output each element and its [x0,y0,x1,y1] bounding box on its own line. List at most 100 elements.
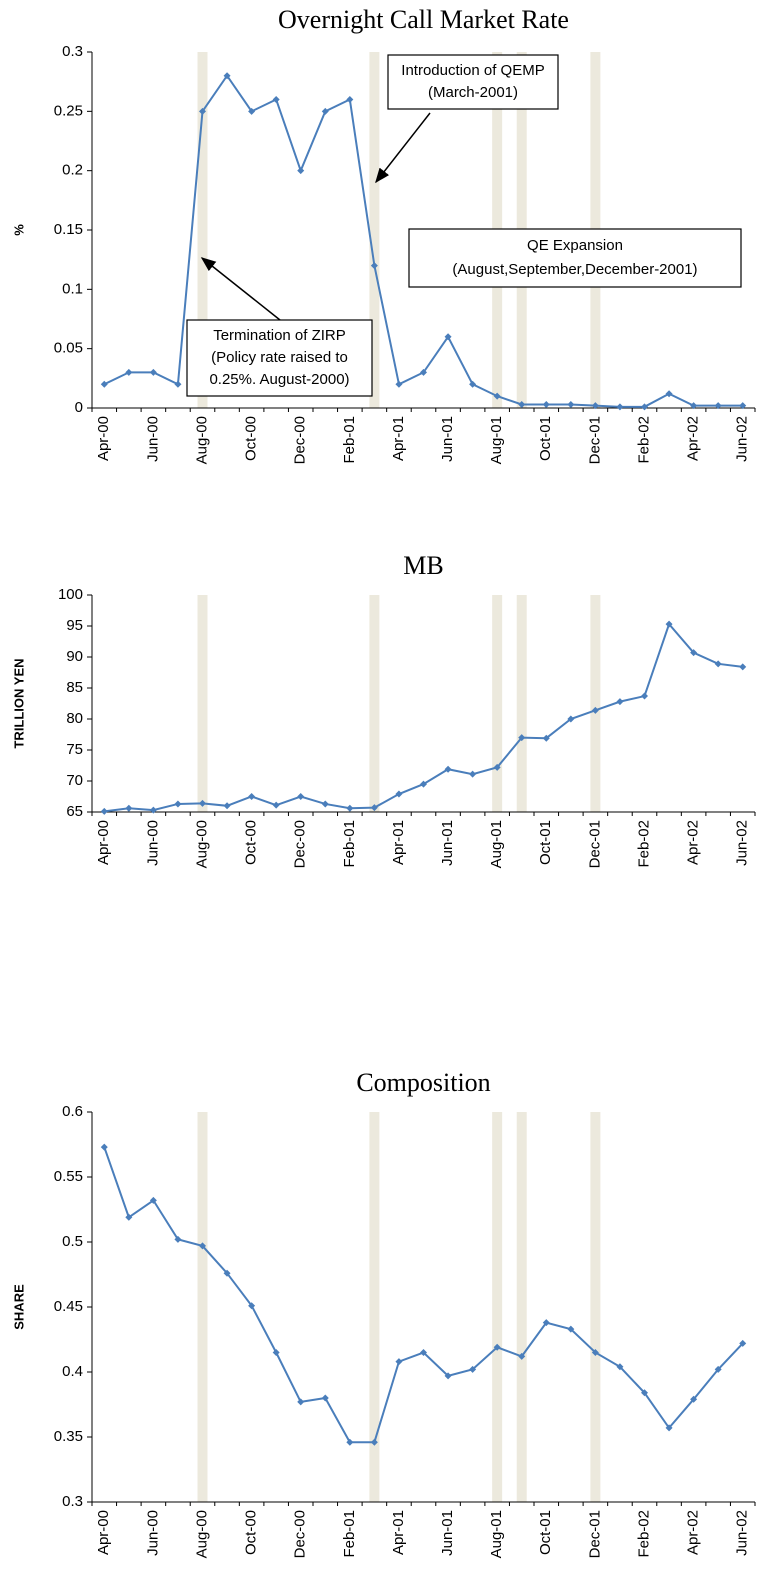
data-point [321,107,329,115]
data-point [100,807,108,815]
x-tick-label: Feb-01 [341,1510,358,1558]
data-point [297,1398,305,1406]
y-tick-label: 0.3 [62,1493,83,1510]
data-point [444,333,452,341]
data-point [395,380,403,388]
data-point [518,400,526,408]
data-point [641,692,648,700]
x-tick-label: Aug-00 [193,820,210,868]
data-point [690,1395,698,1403]
y-tick-label: 70 [66,772,83,789]
data-point [542,400,550,408]
x-tick-label: Dec-01 [586,820,603,868]
data-point [616,403,624,411]
data-point [567,715,575,723]
data-point [542,734,550,742]
data-point [739,1339,747,1347]
data-point [469,1365,477,1373]
data-point [444,1372,452,1380]
y-tick-label: 0.6 [62,1103,83,1120]
y-tick-label: 0.35 [54,1428,83,1445]
data-point [125,1213,133,1221]
y-tick-label: 75 [66,741,83,758]
chart-title: MB [403,551,443,580]
x-tick-label: Dec-00 [292,820,309,868]
x-tick-label: Apr-02 [685,416,702,461]
shaded-period [492,1112,503,1502]
data-point [125,804,133,812]
x-tick-label: Jun-02 [734,416,751,462]
data-point [199,799,206,807]
data-point [174,800,182,808]
x-tick-label: Oct-01 [537,416,554,461]
x-tick-label: Apr-00 [95,1510,112,1555]
x-tick-label: Jun-02 [734,820,751,866]
data-point [665,1424,673,1432]
shaded-period [369,52,380,408]
annotation-arrow [375,112,431,184]
data-point [591,706,599,714]
data-point [493,1343,501,1351]
data-point [223,72,231,80]
data-point [395,1358,403,1366]
x-tick-label: Jun-00 [144,1510,161,1556]
annotation-text: (March-2001) [428,84,518,101]
data-point [542,1319,550,1327]
x-tick-label: Oct-00 [243,1510,260,1555]
y-tick-label: 65 [66,803,83,820]
data-point [493,392,501,400]
x-tick-label: Jun-02 [734,1510,751,1556]
y-tick-label: 95 [66,617,83,634]
data-point [248,793,256,800]
data-point [346,95,354,103]
y-tick-label: 0.1 [62,280,83,297]
x-tick-label: Jun-01 [439,1510,456,1556]
data-point [739,663,747,671]
annotation-text: Introduction of QEMP [401,62,544,79]
data-point [616,698,624,706]
x-tick-label: Jun-00 [144,820,161,866]
x-tick-label: Dec-01 [586,416,603,464]
annotation-text: (Policy rate raised to [211,349,348,366]
y-tick-label: 100 [58,586,83,603]
data-point [100,1143,108,1151]
x-tick-label: Oct-01 [537,1510,554,1555]
data-point [690,402,698,410]
data-point [346,1438,354,1446]
shaded-period [590,1112,601,1502]
data-point [199,1242,206,1250]
data-point [469,770,477,778]
data-point [149,806,157,814]
x-tick-label: Apr-00 [95,416,112,461]
shaded-period [197,595,208,812]
data-point [518,734,526,742]
x-tick-label: Apr-01 [390,820,407,865]
shaded-period [369,595,380,812]
x-tick-label: Aug-00 [193,1510,210,1558]
y-tick-label: 0.25 [54,102,83,119]
data-point [641,1389,648,1397]
y-tick-label: 0.15 [54,221,83,238]
x-tick-label: Dec-00 [292,1510,309,1558]
x-tick-label: Dec-00 [292,416,309,464]
shaded-period [516,1112,527,1502]
y-tick-label: 0.3 [62,43,83,60]
data-point [665,620,673,628]
y-tick-label: 80 [66,710,83,727]
data-point [714,1365,722,1373]
chart-title: Composition [356,1068,490,1097]
y-tick-label: 0.4 [62,1363,83,1380]
x-tick-label: Aug-00 [193,416,210,464]
data-point [272,801,280,809]
data-point [518,1352,526,1360]
annotation-box [186,319,373,397]
x-tick-label: Feb-02 [635,416,652,464]
data-point [395,790,403,798]
data-point [149,1196,157,1204]
x-tick-label: Apr-02 [685,1510,702,1555]
data-point [321,1394,329,1402]
x-tick-label: Apr-01 [390,416,407,461]
data-point [714,660,722,668]
data-point [591,402,599,410]
data-point [297,167,305,175]
